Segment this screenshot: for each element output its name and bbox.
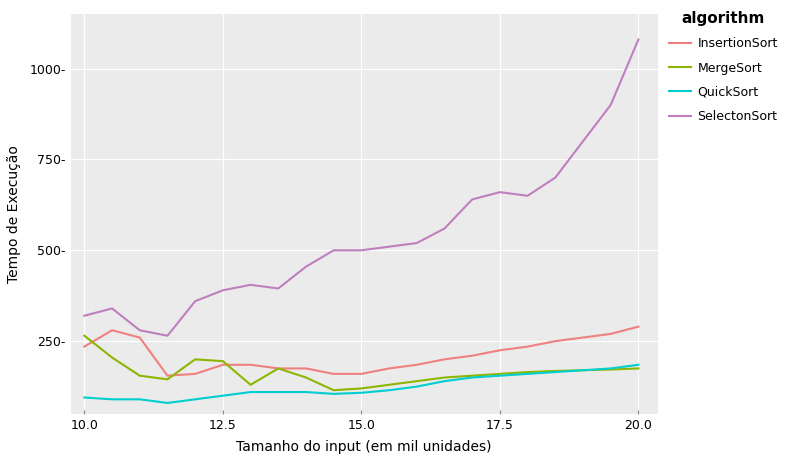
QuickSort xyxy=(523,371,532,377)
MergeSort xyxy=(385,382,394,388)
InsertionSort xyxy=(246,362,255,367)
QuickSort xyxy=(107,396,117,402)
X-axis label: Tamanho do input (em mil unidades): Tamanho do input (em mil unidades) xyxy=(236,440,492,454)
SelectonSort xyxy=(301,264,310,269)
SelectonSort xyxy=(246,282,255,288)
InsertionSort xyxy=(578,335,588,340)
QuickSort xyxy=(301,389,310,395)
MergeSort xyxy=(356,386,366,391)
QuickSort xyxy=(385,387,394,393)
MergeSort xyxy=(634,366,643,371)
Y-axis label: Tempo de Execução: Tempo de Execução xyxy=(7,145,21,283)
InsertionSort xyxy=(606,331,615,337)
InsertionSort xyxy=(218,362,228,367)
QuickSort xyxy=(329,391,338,396)
SelectonSort xyxy=(578,138,588,144)
InsertionSort xyxy=(301,366,310,371)
Line: InsertionSort: InsertionSort xyxy=(85,327,638,376)
MergeSort xyxy=(190,356,200,362)
InsertionSort xyxy=(385,366,394,371)
QuickSort xyxy=(218,393,228,398)
InsertionSort xyxy=(523,344,532,349)
MergeSort xyxy=(468,373,477,378)
QuickSort xyxy=(551,369,560,375)
QuickSort xyxy=(246,389,255,395)
SelectonSort xyxy=(273,286,283,291)
QuickSort xyxy=(190,396,200,402)
MergeSort xyxy=(412,378,422,384)
QuickSort xyxy=(495,373,505,378)
MergeSort xyxy=(329,387,338,393)
SelectonSort xyxy=(190,298,200,304)
InsertionSort xyxy=(551,338,560,344)
MergeSort xyxy=(107,355,117,361)
InsertionSort xyxy=(329,371,338,377)
Line: MergeSort: MergeSort xyxy=(85,336,638,390)
InsertionSort xyxy=(135,335,145,340)
MergeSort xyxy=(246,382,255,388)
MergeSort xyxy=(606,367,615,372)
InsertionSort xyxy=(80,344,89,349)
QuickSort xyxy=(606,366,615,371)
InsertionSort xyxy=(412,362,422,367)
InsertionSort xyxy=(190,371,200,377)
SelectonSort xyxy=(80,313,89,319)
Legend: InsertionSort, MergeSort, QuickSort, SelectonSort: InsertionSort, MergeSort, QuickSort, Sel… xyxy=(664,6,783,128)
InsertionSort xyxy=(356,371,366,377)
MergeSort xyxy=(551,368,560,374)
SelectonSort xyxy=(412,240,422,246)
MergeSort xyxy=(440,375,450,380)
MergeSort xyxy=(135,373,145,378)
SelectonSort xyxy=(606,102,615,108)
InsertionSort xyxy=(163,373,172,378)
QuickSort xyxy=(135,396,145,402)
SelectonSort xyxy=(468,197,477,202)
InsertionSort xyxy=(468,353,477,359)
MergeSort xyxy=(578,367,588,373)
QuickSort xyxy=(163,400,172,406)
MergeSort xyxy=(301,375,310,380)
QuickSort xyxy=(273,389,283,395)
SelectonSort xyxy=(634,37,643,42)
InsertionSort xyxy=(634,324,643,330)
Line: QuickSort: QuickSort xyxy=(85,365,638,403)
SelectonSort xyxy=(135,327,145,333)
SelectonSort xyxy=(356,248,366,253)
SelectonSort xyxy=(523,193,532,199)
InsertionSort xyxy=(495,348,505,353)
InsertionSort xyxy=(440,356,450,362)
MergeSort xyxy=(218,358,228,364)
MergeSort xyxy=(523,369,532,375)
QuickSort xyxy=(634,362,643,367)
Line: SelectonSort: SelectonSort xyxy=(85,40,638,336)
InsertionSort xyxy=(107,327,117,333)
MergeSort xyxy=(163,377,172,382)
QuickSort xyxy=(578,367,588,373)
SelectonSort xyxy=(218,288,228,293)
SelectonSort xyxy=(440,226,450,231)
QuickSort xyxy=(80,395,89,400)
SelectonSort xyxy=(163,333,172,338)
SelectonSort xyxy=(551,175,560,180)
SelectonSort xyxy=(495,189,505,195)
InsertionSort xyxy=(273,366,283,371)
SelectonSort xyxy=(107,306,117,311)
QuickSort xyxy=(440,378,450,384)
SelectonSort xyxy=(385,244,394,249)
MergeSort xyxy=(273,366,283,371)
MergeSort xyxy=(495,371,505,377)
QuickSort xyxy=(468,375,477,380)
QuickSort xyxy=(412,384,422,390)
MergeSort xyxy=(80,333,89,338)
SelectonSort xyxy=(329,248,338,253)
QuickSort xyxy=(356,390,366,396)
